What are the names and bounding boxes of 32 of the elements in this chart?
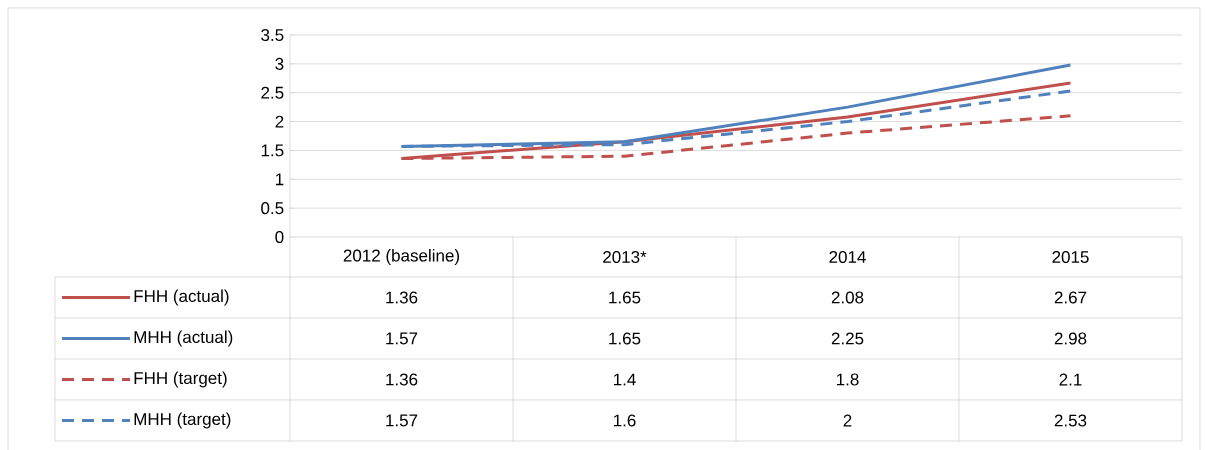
- data-label: 1.4: [613, 373, 636, 386]
- legend-label: MHH (actual): [134, 330, 233, 347]
- legend-label: FHH (target): [134, 371, 227, 388]
- y-tick-label: 3: [275, 57, 284, 70]
- y-tick-label: 2: [275, 115, 284, 128]
- data-label: 2.98: [1054, 332, 1087, 345]
- legend-label: FHH (actual): [134, 289, 229, 306]
- data-label: 2.67: [1054, 291, 1087, 304]
- x-tick-label: 2012 (baseline): [343, 248, 460, 265]
- data-label: 2.1: [1059, 373, 1082, 386]
- y-tick-label: 0: [275, 230, 284, 243]
- y-tick-label: 1.5: [261, 144, 284, 157]
- y-tick-label: 1: [275, 173, 284, 186]
- data-label: 2.25: [831, 332, 864, 345]
- data-label: 1.65: [609, 291, 641, 304]
- data-label: 2.53: [1054, 414, 1087, 427]
- data-label: 1.6: [613, 414, 636, 427]
- data-label: 2.08: [831, 291, 864, 304]
- data-label: 1.36: [386, 291, 418, 304]
- data-label: 1.57: [386, 332, 418, 345]
- y-tick-label: 2.5: [261, 86, 284, 99]
- data-label: 1.36: [386, 373, 418, 386]
- data-label: 1.57: [386, 414, 418, 427]
- x-tick-label: 2015: [1052, 250, 1089, 263]
- x-tick-label: 2014: [829, 250, 866, 263]
- data-label: 1.65: [609, 332, 641, 345]
- data-label: 1.8: [836, 373, 859, 386]
- data-label: 2: [843, 414, 852, 427]
- legend-label: MHH (target): [134, 412, 231, 429]
- x-tick-label: 2013*: [603, 250, 647, 263]
- y-tick-label: 0.5: [261, 202, 284, 215]
- y-tick-label: 3.5: [261, 28, 284, 41]
